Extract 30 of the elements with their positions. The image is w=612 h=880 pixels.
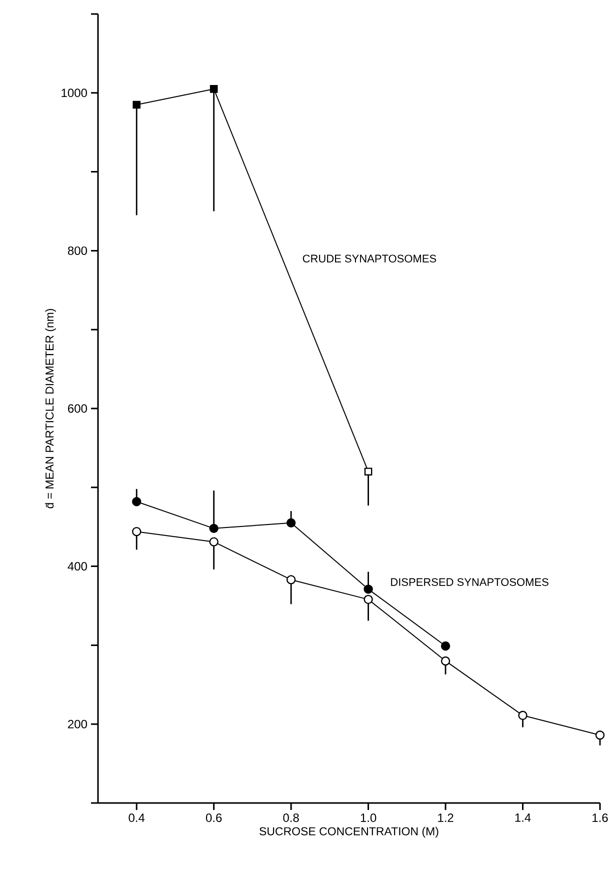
point [440, 656, 450, 666]
point [132, 100, 141, 109]
point [132, 526, 142, 536]
y-tick-label: 200 [68, 720, 87, 728]
x-tick-label: 0.4 [128, 814, 145, 822]
x-tick-label: 1.0 [360, 814, 376, 822]
y-axis-title: d̄ = MEAN PARTICLE DIAMETER (nm) [45, 308, 56, 508]
point [440, 641, 450, 651]
point [286, 575, 296, 584]
point [364, 584, 373, 594]
point [209, 537, 218, 546]
y-tick-label: 400 [68, 562, 87, 571]
x-tick-label: 0.6 [206, 814, 222, 822]
point [364, 594, 373, 604]
point [132, 496, 142, 506]
point [518, 710, 528, 720]
annotation: DISPERSED SYNAPTOSOMES [391, 578, 548, 586]
point [364, 468, 372, 476]
y-tick-label: 800 [68, 246, 87, 255]
point [286, 518, 296, 528]
x-tick-label: 0.8 [283, 814, 299, 822]
point [209, 524, 218, 534]
annotation: CRUDE SYNAPTOSOMES [302, 254, 436, 262]
x-tick-label: 1.2 [438, 814, 454, 822]
point [210, 85, 218, 93]
y-tick-label: 600 [68, 404, 87, 413]
x-axis-title: SUCROSE CONCENTRATION (M) [260, 826, 438, 838]
x-tick-label: 1.6 [592, 814, 608, 822]
x-tick-label: 1.4 [515, 814, 531, 822]
y-tick-label: 1000 [62, 88, 87, 98]
